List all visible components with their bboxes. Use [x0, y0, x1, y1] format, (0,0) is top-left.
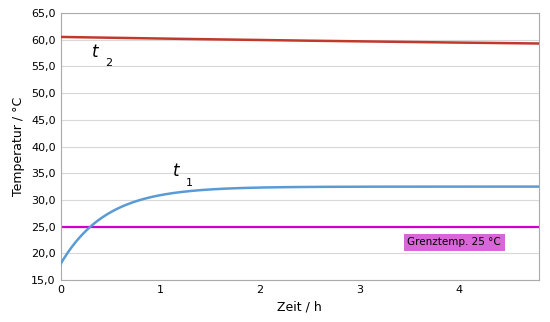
Text: t: t [92, 43, 99, 61]
Text: t: t [173, 162, 180, 180]
Text: 2: 2 [106, 58, 113, 68]
Y-axis label: Temperatur / °C: Temperatur / °C [13, 97, 25, 196]
Text: 1: 1 [186, 177, 193, 187]
Text: Grenztemp. 25 °C: Grenztemp. 25 °C [408, 237, 501, 247]
X-axis label: Zeit / h: Zeit / h [277, 300, 322, 314]
